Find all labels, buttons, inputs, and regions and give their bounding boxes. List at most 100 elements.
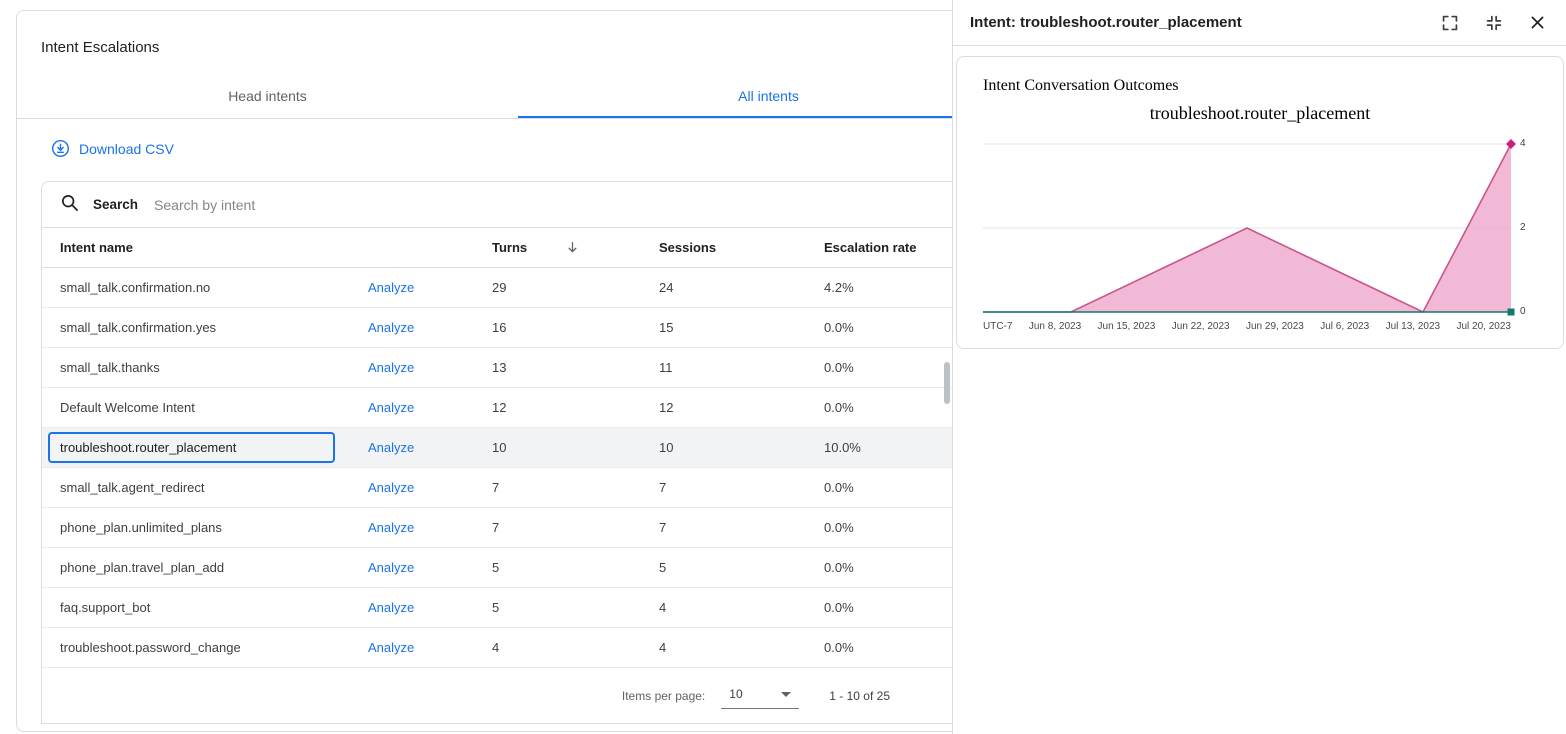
intent-detail-panel: Intent: troubleshoot.router_placement In…	[952, 0, 1566, 734]
turns-value: 12	[492, 400, 507, 415]
search-icon	[60, 193, 79, 217]
table-body: small_talk.confirmation.no Analyze 29 24 4.2…	[42, 268, 952, 668]
panel-title: Intent: troubleshoot.router_placement	[970, 14, 1242, 31]
download-icon	[51, 139, 70, 158]
intent-name: small_talk.confirmation.yes	[60, 320, 217, 335]
escalation-rate-value: 10.0%	[824, 440, 861, 455]
turns-value: 5	[492, 600, 500, 615]
turns-value: 10	[492, 440, 507, 455]
intent-escalations-card: Intent Escalations Head intents All inte…	[16, 10, 952, 732]
column-header-escalation-rate[interactable]: Escalation rate	[824, 240, 917, 255]
escalation-rate-value: 4.2%	[824, 280, 854, 295]
left-content-region: Intent Escalations Head intents All inte…	[16, 10, 952, 732]
column-header-sessions[interactable]: Sessions	[659, 240, 717, 255]
search-bar[interactable]: Search	[42, 182, 952, 228]
analyze-link[interactable]: Analyze	[368, 480, 415, 495]
analyze-link[interactable]: Analyze	[368, 360, 415, 375]
table-header-row: Intent name Turns Sessions Escalation ra…	[42, 228, 952, 268]
download-csv-label: Download CSV	[79, 140, 174, 157]
y-axis-tick-label: 2	[1520, 222, 1526, 233]
conversation-outcomes-card: Intent Conversation Outcomes troubleshoo…	[956, 56, 1564, 349]
intent-name: troubleshoot.password_change	[60, 640, 241, 655]
escalation-rate-value: 0.0%	[824, 320, 854, 335]
intent-name: small_talk.thanks	[60, 360, 160, 375]
analyze-link[interactable]: Analyze	[368, 400, 415, 415]
sessions-value: 7	[659, 520, 667, 535]
page-size-value: 10	[729, 687, 743, 701]
table-row[interactable]: faq.support_bot Analyze 5 4 0.0%	[42, 588, 952, 628]
table-row[interactable]: small_talk.confirmation.yes Analyze 16 15 0.…	[42, 308, 952, 348]
x-axis-tick-label: Jul 13, 2023	[1385, 321, 1441, 332]
table-row[interactable]: small_talk.agent_redirect Analyze 7 7 0.0%	[42, 468, 952, 508]
turns-value: 13	[492, 360, 507, 375]
intent-name: small_talk.confirmation.no	[60, 280, 211, 295]
exit-fullscreen-icon[interactable]	[1485, 14, 1503, 32]
table-row[interactable]: Default Welcome Intent Analyze 12 12 0.0%	[42, 388, 952, 428]
y-axis-tick-label: 4	[1520, 138, 1526, 149]
tab-head-intents[interactable]: Head intents	[228, 88, 307, 104]
escalation-rate-value: 0.0%	[824, 520, 854, 535]
turns-value: 29	[492, 280, 507, 295]
analyze-link[interactable]: Analyze	[368, 560, 415, 575]
intent-name: faq.support_bot	[60, 600, 151, 615]
vertical-scrollbar[interactable]	[944, 362, 950, 404]
escalation-rate-value: 0.0%	[824, 360, 854, 375]
x-axis-tick-label: Jun 22, 2023	[1171, 321, 1230, 332]
table-row[interactable]: troubleshoot.router_placement Analyze 10 10…	[42, 428, 952, 468]
table-row[interactable]: phone_plan.travel_plan_add Analyze 5 5 0.0%	[42, 548, 952, 588]
sessions-value: 7	[659, 480, 667, 495]
column-header-intent-name[interactable]: Intent name	[60, 240, 133, 255]
panel-header: Intent: troubleshoot.router_placement	[953, 0, 1566, 46]
table-row[interactable]: small_talk.confirmation.no Analyze 29 24 4.2…	[42, 268, 952, 308]
chart-card-title: Intent Conversation Outcomes	[983, 77, 1179, 94]
x-axis-tick-label: Jun 29, 2023	[1246, 321, 1304, 332]
download-csv-button[interactable]: Download CSV	[51, 139, 174, 158]
dropdown-caret-icon	[781, 691, 792, 697]
chart-title: troubleshoot.router_placement	[1149, 103, 1371, 123]
turns-value: 4	[492, 640, 500, 655]
page-title: Intent Escalations	[41, 39, 160, 56]
page-size-select[interactable]: 10	[721, 682, 800, 709]
selected-intent-box: troubleshoot.router_placement	[48, 432, 335, 463]
tab-bar: Head intents All intents	[17, 76, 952, 119]
fullscreen-icon[interactable]	[1441, 14, 1459, 32]
table-pagination: Items per page: 10 1 - 10 of 25	[42, 668, 952, 723]
chart-plot[interactable]	[983, 139, 1516, 316]
sessions-value: 15	[659, 320, 674, 335]
table-row[interactable]: small_talk.thanks Analyze 13 11 0.0%	[42, 348, 952, 388]
tab-all-intents[interactable]: All intents	[518, 76, 952, 118]
turns-value: 7	[492, 480, 500, 495]
analyze-link[interactable]: Analyze	[368, 520, 415, 535]
items-per-page-label: Items per page:	[621, 688, 706, 703]
turns-value: 16	[492, 320, 507, 335]
close-icon[interactable]	[1529, 14, 1546, 31]
analyze-link[interactable]: Analyze	[368, 280, 415, 295]
analyze-link[interactable]: Analyze	[368, 320, 415, 335]
turns-value: 7	[492, 520, 500, 535]
table-row[interactable]: troubleshoot.password_change Analyze 4 4 0.0…	[42, 628, 952, 668]
sort-descending-icon[interactable]	[565, 240, 580, 255]
table-row[interactable]: phone_plan.unlimited_plans Analyze 7 7 0.0%	[42, 508, 952, 548]
y-axis-tick-label: 0	[1520, 306, 1526, 317]
pagination-range-label: 1 - 10 of 25	[829, 688, 890, 703]
analyze-link[interactable]: Analyze	[368, 440, 415, 455]
analyze-link[interactable]: Analyze	[368, 640, 415, 655]
escalation-rate-value: 0.0%	[824, 640, 854, 655]
escalation-rate-value: 0.0%	[824, 480, 854, 495]
sessions-value: 4	[659, 600, 667, 615]
sessions-value: 5	[659, 560, 667, 575]
intents-table: Search Intent name Turns Sessions Escala…	[41, 181, 952, 724]
sessions-value: 10	[659, 440, 674, 455]
escalation-rate-value: 0.0%	[824, 400, 854, 415]
x-axis-tick-label: UTC-7	[983, 321, 1013, 332]
analyze-link[interactable]: Analyze	[368, 600, 415, 615]
sessions-value: 11	[659, 360, 673, 375]
column-header-turns[interactable]: Turns	[492, 240, 659, 255]
search-label: Search	[93, 197, 139, 212]
x-axis-tick-label: Jul 6, 2023	[1320, 321, 1370, 332]
sessions-value: 12	[659, 400, 674, 415]
intent-name: small_talk.agent_redirect	[60, 480, 205, 495]
search-input[interactable]	[152, 195, 952, 214]
escalation-rate-value: 0.0%	[824, 560, 854, 575]
x-axis-tick-label: Jun 8, 2023	[1028, 321, 1082, 332]
